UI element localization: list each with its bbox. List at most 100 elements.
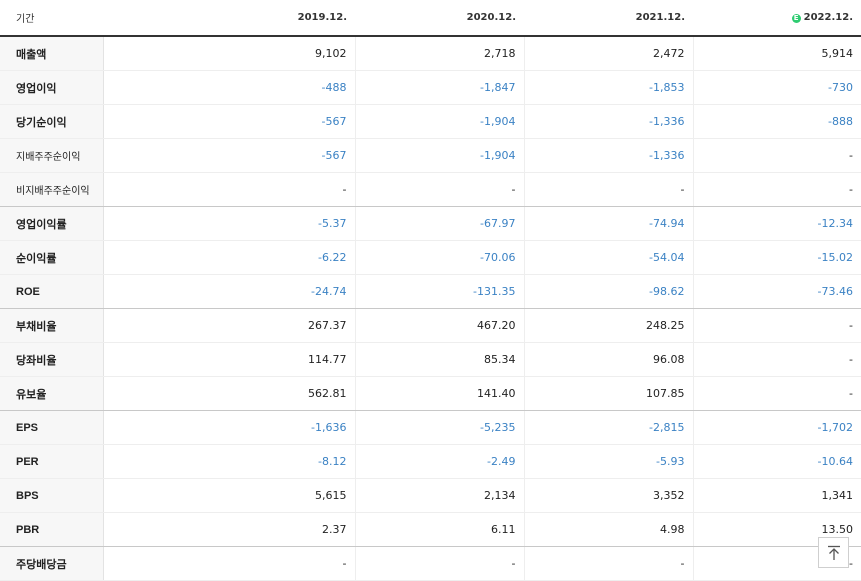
cell-value: 96.08 [524,342,694,377]
cell-value: -2.49 [355,444,525,479]
cell-value: -98.62 [524,274,694,309]
cell-value: 2.37 [103,512,356,547]
row-label: 부채비율 [0,308,104,343]
row-label: PBR [0,512,104,547]
cell-value: -567 [103,104,356,139]
row-label: 주당배당금 [0,546,104,581]
cell-value: 141.40 [355,376,525,411]
table-row: 지배주주순이익 -567 -1,904 -1,336- [0,138,861,173]
row-label: PER [0,444,104,479]
cell-value: 85.34 [355,342,525,377]
cell-value: -10.64 [693,444,861,479]
cell-value: - [103,172,356,207]
cell-value: - [524,546,694,581]
cell-value: 2,718 [355,36,525,71]
estimate-badge-icon: E [791,14,801,23]
table-row: 당기순이익 -567 -1,904 -1,336 -888 [0,104,861,139]
cell-value: 267.37 [103,308,356,343]
table-row: 영업이익률 -5.37 -67.97 -74.94 -12.34 [0,206,861,241]
cell-value: -12.34 [693,206,861,241]
period-header-2021: 2021.12. [524,0,693,37]
cell-value: -70.06 [355,240,525,275]
row-label: EPS [0,410,104,445]
cell-value: -73.46 [693,274,861,309]
cell-value: 467.20 [355,308,525,343]
row-label: 영업이익 [0,70,104,105]
table-row: PBR 2.37 6.11 4.98 13.50 [0,512,861,547]
table-row: 영업이익 -488 -1,847 -1,853 -730 [0,70,861,105]
scroll-to-top-button[interactable] [818,537,849,568]
period-header-label: 기간 [0,0,103,37]
cell-value: -1,853 [524,70,694,105]
cell-value: 562.81 [103,376,356,411]
row-label: 비지배주주순이익 [0,172,104,207]
cell-value: 6.11 [355,512,525,547]
cell-value: -1,904 [355,104,525,139]
arrow-up-to-line-icon [828,545,840,560]
cell-value: -5.37 [103,206,356,241]
row-label: 당좌비율 [0,342,104,377]
cell-value: -1,702 [693,410,861,445]
cell-value: -730 [693,70,861,105]
cell-value: 5,914 [693,36,861,71]
cell-value: -488 [103,70,356,105]
cell-value: -2,815 [524,410,694,445]
table-row: PER -8.12 -2.49 -5.93 -10.64 [0,444,861,479]
cell-value: -74.94 [524,206,694,241]
table-row: 부채비율 267.37 467.20 248.25- [0,308,861,343]
period-header-2022: E 2022.12. [693,0,861,37]
cell-value: -5.93 [524,444,694,479]
cell-value: -1,904 [355,138,525,173]
row-label: ROE [0,274,104,309]
table-row: 매출액 9,102 2,718 2,472 5,914 [0,36,861,71]
cell-value: - [103,546,356,581]
row-label: BPS [0,478,104,513]
table-row: 순이익률 -6.22 -70.06 -54.04 -15.02 [0,240,861,275]
cell-value: - [355,546,525,581]
cell-value: - [693,138,861,173]
row-label: 순이익률 [0,240,104,275]
cell-value: 9,102 [103,36,356,71]
cell-value: -6.22 [103,240,356,275]
cell-value: 3,352 [524,478,694,513]
cell-value: -888 [693,104,861,139]
cell-value: - [524,172,694,207]
row-label: 당기순이익 [0,104,104,139]
cell-value: 114.77 [103,342,356,377]
cell-value: 4.98 [524,512,694,547]
cell-value: -67.97 [355,206,525,241]
table-row: 주당배당금 - - - - [0,546,861,581]
cell-value: 107.85 [524,376,694,411]
table-row: EPS -1,636 -5,235 -2,815 -1,702 [0,410,861,445]
cell-value: - [693,308,861,343]
period-header-2019: 2019.12. [103,0,355,37]
cell-value: -1,636 [103,410,356,445]
cell-value: -8.12 [103,444,356,479]
cell-value: 5,615 [103,478,356,513]
cell-value: - [693,172,861,207]
cell-value: -24.74 [103,274,356,309]
cell-value: 248.25 [524,308,694,343]
cell-value: -1,847 [355,70,525,105]
table-header-row: 기간 2019.12. 2020.12. 2021.12. E 2022.12. [0,0,861,37]
row-label: 유보율 [0,376,104,411]
cell-value: -567 [103,138,356,173]
cell-value: -1,336 [524,138,694,173]
row-label: 매출액 [0,36,104,71]
cell-value: - [355,172,525,207]
cell-value: 2,134 [355,478,525,513]
table-body: 매출액 9,102 2,718 2,472 5,914 영업이익 -488 -1,847 -1,… [0,36,861,581]
cell-value: - [693,342,861,377]
cell-value: - [693,376,861,411]
table-row: 당좌비율 114.77 85.34 96.08- [0,342,861,377]
cell-value: -15.02 [693,240,861,275]
cell-value: -131.35 [355,274,525,309]
cell-value: 1,341 [693,478,861,513]
cell-value: -1,336 [524,104,694,139]
cell-value: -54.04 [524,240,694,275]
table-row: BPS 5,615 2,134 3,352 1,341 [0,478,861,513]
cell-value: -5,235 [355,410,525,445]
table-row: 비지배주주순이익 - - - - [0,172,861,207]
row-label: 지배주주순이익 [0,138,104,173]
table-row: 유보율 562.81 141.40 107.85- [0,376,861,411]
